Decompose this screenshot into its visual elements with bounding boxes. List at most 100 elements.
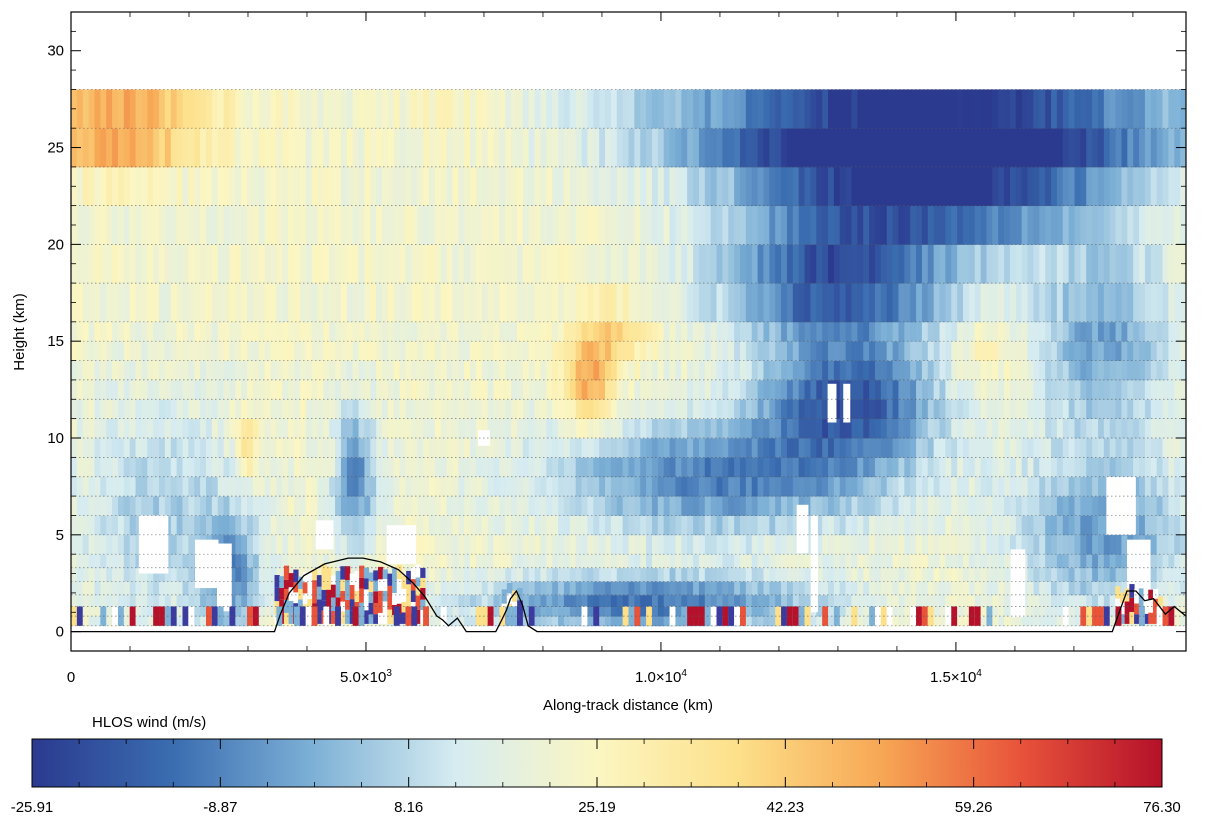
heatmap-cell <box>898 606 905 617</box>
heatmap-cell <box>458 606 465 617</box>
ground-return-cell <box>511 606 517 626</box>
heatmap-cell <box>1133 128 1140 168</box>
heatmap-cell <box>552 476 559 497</box>
heatmap-cell <box>804 457 812 478</box>
heatmap-cell <box>340 379 348 400</box>
heatmap-cell <box>540 567 547 582</box>
heatmap-cell <box>916 567 923 582</box>
heatmap-cell <box>417 205 424 245</box>
heatmap-cell <box>880 166 888 207</box>
heatmap-cell <box>1115 457 1123 478</box>
heatmap-cell <box>646 567 653 582</box>
heatmap-cell <box>857 594 864 607</box>
ground-return-cell <box>734 606 740 626</box>
heatmap-cell <box>399 476 407 497</box>
heatmap-cell <box>963 616 970 627</box>
heatmap-cell <box>387 379 395 400</box>
heatmap-cell <box>933 594 941 607</box>
heatmap-cell <box>622 476 630 497</box>
heatmap-cell <box>998 341 1005 361</box>
heatmap-cell <box>628 166 635 207</box>
heatmap-cell <box>892 534 900 555</box>
heatmap-cell <box>998 321 1005 342</box>
ground-return-cell <box>373 591 379 604</box>
ground-return-cell <box>927 606 934 626</box>
heatmap-cell <box>563 606 571 617</box>
heatmap-cell <box>605 128 612 168</box>
heatmap-cell <box>763 606 770 617</box>
heatmap-cell <box>628 283 635 323</box>
heatmap-cell <box>569 399 577 420</box>
heatmap-cell <box>833 418 841 439</box>
heatmap-cell <box>634 515 641 536</box>
heatmap-cell <box>558 594 565 607</box>
heatmap-cell <box>698 321 706 342</box>
heatmap-cell <box>517 166 524 207</box>
heatmap-cell <box>921 438 929 458</box>
ground-return-cell <box>487 606 494 626</box>
heatmap-cell <box>728 476 735 497</box>
heatmap-cell <box>968 418 976 439</box>
heatmap-cell <box>851 321 858 342</box>
heatmap-cell <box>722 438 729 458</box>
heatmap-cell <box>957 321 964 342</box>
heatmap-cell <box>88 567 96 582</box>
heatmap-cell <box>634 166 641 207</box>
heatmap-cell <box>123 418 131 439</box>
ground-return-cell <box>182 606 189 626</box>
heatmap-cell <box>1103 418 1111 439</box>
heatmap-cell <box>235 496 242 516</box>
heatmap-cell <box>376 244 383 284</box>
heatmap-cell <box>657 379 665 400</box>
heatmap-cell <box>282 166 289 207</box>
heatmap-cell <box>675 283 682 323</box>
heatmap-cell <box>387 128 395 168</box>
heatmap-cell <box>927 128 935 168</box>
heatmap-cell <box>769 534 776 555</box>
heatmap-cell <box>252 341 260 361</box>
heatmap-cell <box>839 496 847 516</box>
heatmap-cell <box>1068 554 1076 569</box>
heatmap-cell <box>575 534 583 555</box>
heatmap-cell <box>845 244 853 284</box>
heatmap-cell <box>804 128 812 168</box>
heatmap-cell <box>428 496 436 516</box>
heatmap-cell <box>276 554 283 569</box>
heatmap-cell <box>176 244 184 284</box>
heatmap-cell <box>757 554 765 569</box>
heatmap-cell <box>734 457 741 478</box>
heatmap-cell <box>1045 457 1052 478</box>
heatmap-cell <box>188 567 195 582</box>
heatmap-cell <box>898 534 905 555</box>
heatmap-cell <box>898 205 905 245</box>
heatmap-cell <box>487 581 495 596</box>
heatmap-cell <box>123 616 131 627</box>
heatmap-cell <box>294 554 301 569</box>
heatmap-cell <box>1068 496 1076 516</box>
heatmap-cell <box>698 283 706 323</box>
heatmap-cell <box>869 594 876 607</box>
heatmap-cell <box>1015 360 1023 381</box>
heatmap-cell <box>828 360 835 381</box>
heatmap-cell <box>1045 399 1052 420</box>
heatmap-cell <box>569 438 577 458</box>
heatmap-cell <box>781 399 788 420</box>
heatmap-cell <box>211 399 219 420</box>
heatmap-cell <box>223 205 231 245</box>
heatmap-cell <box>704 128 712 168</box>
heatmap-cell <box>898 438 905 458</box>
heatmap-cell <box>1115 244 1123 284</box>
heatmap-cell <box>751 399 759 420</box>
heatmap-cell <box>1051 166 1058 207</box>
heatmap-cell <box>728 515 735 536</box>
heatmap-cell <box>986 438 993 458</box>
heatmap-cell <box>1086 515 1093 536</box>
heatmap-cell <box>247 581 254 596</box>
heatmap-cell <box>569 606 577 617</box>
heatmap-cell <box>1080 89 1087 129</box>
heatmap-cell <box>387 321 395 342</box>
heatmap-cell <box>1109 341 1117 361</box>
heatmap-cell <box>939 476 946 497</box>
heatmap-cell <box>616 496 624 516</box>
heatmap-cell <box>141 438 148 458</box>
